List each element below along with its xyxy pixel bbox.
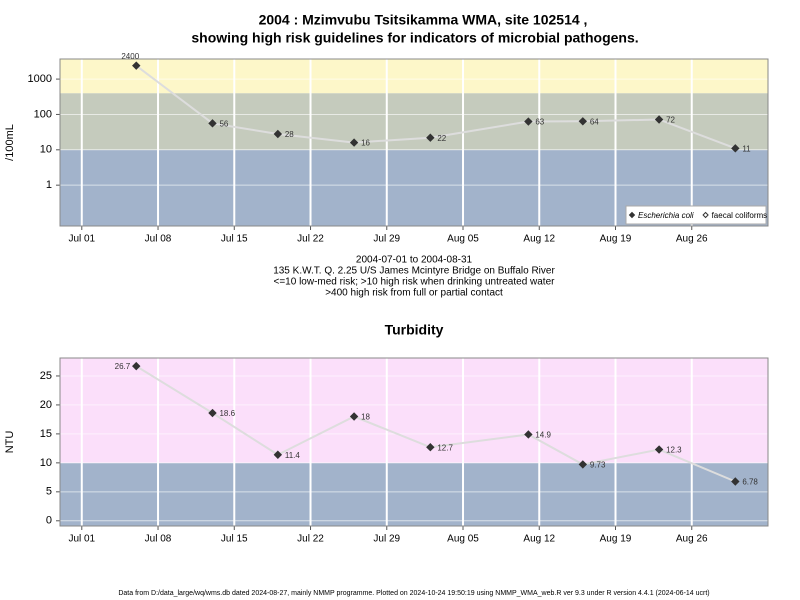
x-tick-label: Jul 29: [373, 234, 400, 245]
legend-box: [625, 205, 767, 225]
x-tick-label: Aug 12: [523, 234, 555, 245]
y-tick-label: 100: [34, 108, 52, 120]
caption: <=10 low-med risk; >10 high risk when dr…: [274, 277, 556, 288]
x-tick-label: Aug 12: [523, 534, 555, 545]
value-label: 6.78: [742, 478, 758, 487]
legend-label: Escherichia coli: [638, 211, 694, 220]
risk-band: [60, 93, 768, 150]
x-tick-label: Jul 29: [373, 534, 400, 545]
x-tick-label: Aug 19: [600, 234, 632, 245]
x-tick-label: Jul 15: [221, 234, 248, 245]
x-tick-label: Jul 22: [297, 534, 324, 545]
x-tick-label: Jul 01: [68, 234, 95, 245]
value-label: 72: [666, 116, 675, 125]
value-label: 12.7: [437, 443, 453, 452]
value-label: 64: [590, 117, 599, 126]
point: [578, 117, 588, 126]
value-label: 9.73: [590, 461, 606, 470]
point: [426, 133, 435, 142]
y-tick-label: 1: [46, 179, 52, 191]
chart-title: 2004 : Mzimvubu Tsitsikamma WMA, site 10…: [259, 12, 588, 28]
point: [132, 361, 141, 371]
plot-frame: [59, 357, 769, 527]
value-label: 11: [742, 144, 751, 153]
value-label: 12.3: [666, 446, 682, 455]
value-label: 2400: [121, 52, 139, 61]
point: [731, 144, 740, 153]
point: [349, 138, 359, 147]
value-label: 28: [285, 130, 294, 139]
caption: 2004-07-01 to 2004-08-31: [356, 255, 473, 266]
plot-frame: [59, 58, 769, 227]
point: [208, 119, 217, 128]
chart-title: Turbidity: [385, 322, 444, 338]
x-tick-label: Aug 05: [447, 234, 479, 245]
point: [273, 450, 283, 459]
point: [426, 443, 435, 452]
caption: 135 K.W.T. Q. 2.25 U/S James Mcintyre Br…: [273, 266, 555, 277]
value-label: 63: [535, 118, 544, 127]
value-label: 18.6: [219, 409, 235, 418]
x-tick-label: Jul 08: [145, 534, 172, 545]
value-label: 16: [361, 139, 370, 148]
point: [132, 61, 141, 70]
risk-band: [60, 462, 768, 526]
y-tick-label: 10: [40, 144, 52, 156]
caption: >400 high risk from full or partial cont…: [325, 288, 503, 299]
legend-marker: [628, 211, 636, 219]
risk-band: [60, 59, 768, 94]
point: [524, 430, 533, 439]
y-axis-label: /100mL: [4, 124, 16, 161]
risk-band: [60, 358, 768, 463]
legend-marker: [702, 211, 709, 219]
chart-title: showing high risk guidelines for indicat…: [191, 30, 638, 46]
point: [273, 129, 283, 139]
x-tick-label: Aug 26: [676, 234, 708, 245]
y-tick-label: 10: [40, 457, 52, 469]
point: [654, 445, 664, 454]
x-tick-label: Aug 26: [676, 534, 708, 545]
point: [349, 412, 359, 421]
y-tick-label: 25: [40, 370, 52, 382]
value-label: 22: [437, 134, 446, 143]
point: [654, 115, 664, 124]
y-tick-label: 1000: [28, 73, 52, 85]
x-tick-label: Aug 19: [600, 534, 632, 545]
value-label: 11.4: [285, 451, 301, 460]
x-tick-label: Aug 05: [447, 534, 479, 545]
x-tick-label: Jul 01: [68, 534, 95, 545]
footer: Data from D:/data_large/wq/wms.db dated …: [118, 590, 709, 597]
value-label: 56: [219, 119, 228, 128]
y-axis-label: NTU: [4, 431, 16, 454]
point: [524, 117, 533, 126]
value-label: 26.7: [115, 362, 131, 371]
x-tick-label: Jul 22: [297, 234, 324, 245]
point: [208, 408, 217, 418]
y-tick-label: 15: [40, 428, 52, 440]
value-label: 18: [361, 413, 370, 422]
legend-label: faecal coliforms: [712, 211, 768, 220]
y-tick-label: 20: [40, 399, 52, 411]
y-tick-label: 5: [46, 486, 52, 498]
x-tick-label: Jul 15: [221, 534, 248, 545]
y-tick-label: 0: [46, 515, 52, 527]
point: [578, 460, 588, 469]
point: [731, 477, 740, 486]
x-tick-label: Jul 08: [145, 234, 172, 245]
value-label: 14.9: [535, 431, 551, 440]
